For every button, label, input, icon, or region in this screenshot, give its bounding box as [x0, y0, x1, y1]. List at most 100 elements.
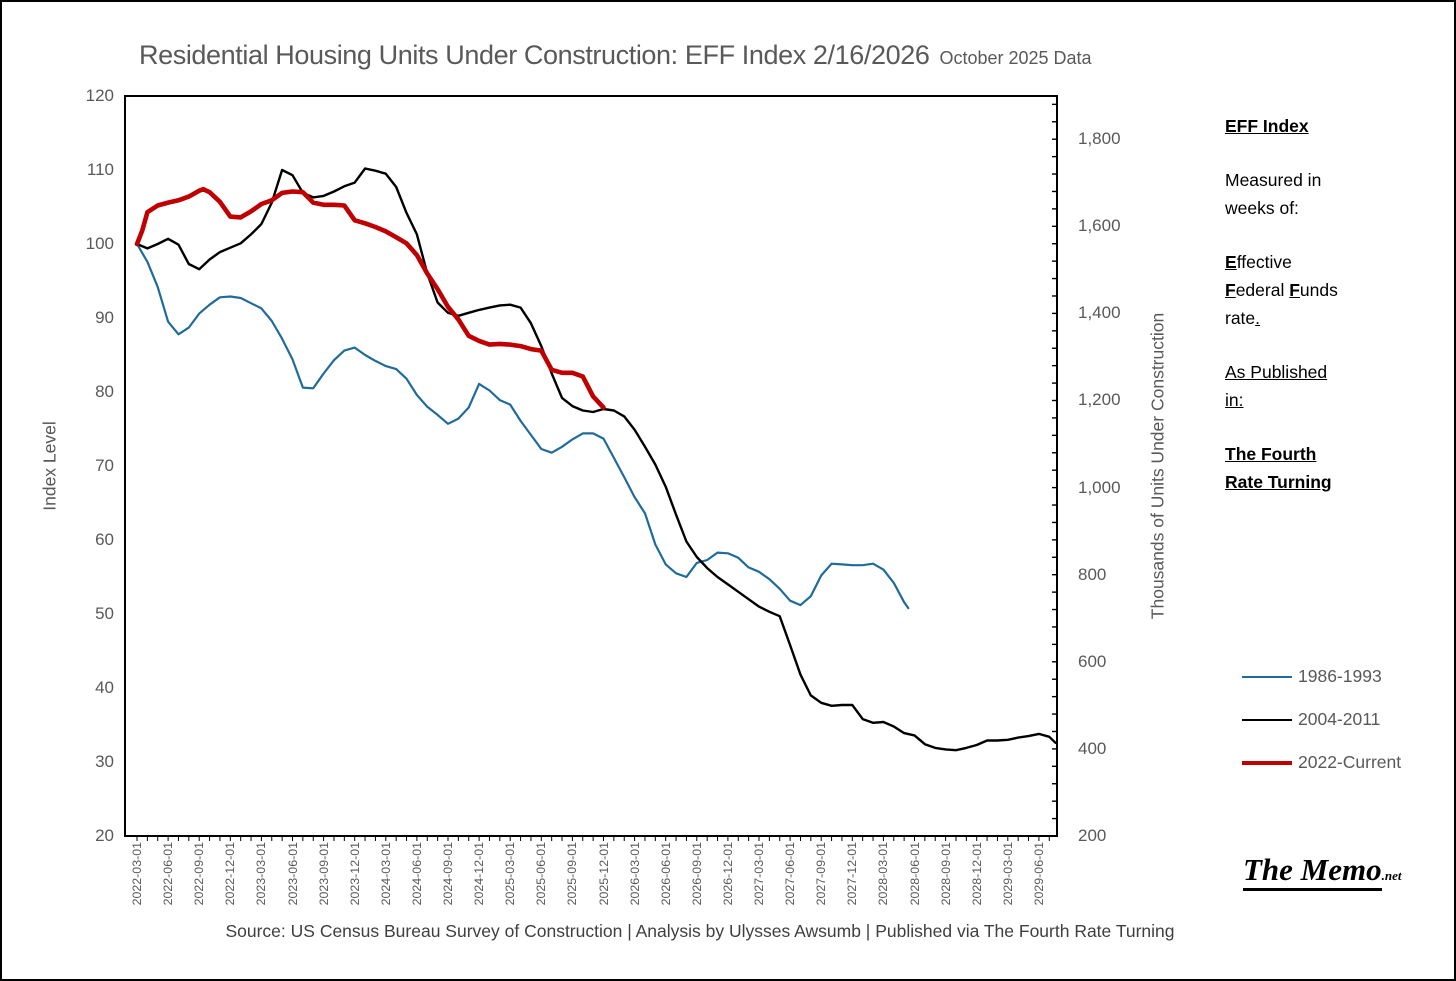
annotation-text: weeks of:: [1225, 198, 1299, 218]
annotation-block: EFF Index Measured in weeks of: Effective Fe…: [1225, 112, 1410, 496]
annotation-text: in:: [1225, 390, 1244, 410]
annotation-text: E: [1225, 252, 1237, 272]
annotation-text: Rate Turning: [1225, 472, 1332, 492]
annotation-text: rate: [1225, 308, 1256, 328]
x-axis-date-label: 2022-03-01: [130, 842, 144, 906]
left-axis-tick-label: 40: [95, 678, 114, 697]
right-axis-tick-label: 400: [1078, 738, 1107, 758]
the-memo-logo-suffix: .net: [1381, 868, 1402, 883]
x-axis-date-label: 2023-12-01: [347, 842, 362, 906]
annotation-line: in:: [1225, 386, 1410, 414]
left-axis-tick-label: 120: [85, 86, 114, 105]
annotation-text: .: [1255, 308, 1261, 328]
x-axis-date-label: 2028-09-01: [938, 842, 953, 906]
annotation-text: F: [1289, 280, 1300, 300]
left-axis-tick-label: 20: [95, 826, 114, 845]
x-axis-date-label: 2024-06-01: [409, 842, 424, 906]
x-axis-date-label: 2026-03-01: [627, 842, 642, 906]
x-axis-date-label: 2024-12-01: [472, 842, 487, 906]
x-axis-date-label: 2022-12-01: [223, 842, 238, 906]
legend-item-2004-2011: 2004-2011: [1242, 698, 1401, 741]
annotation-spacer: [1225, 332, 1410, 358]
x-axis-date-label: 2027-09-01: [814, 842, 829, 906]
left-axis-tick-label: 50: [95, 604, 114, 623]
annotation-text: The Fourth: [1225, 444, 1317, 464]
legend-label: 1986-1993: [1298, 666, 1382, 686]
x-axis-date-label: 2025-12-01: [596, 842, 611, 906]
x-axis-date-label: 2023-03-01: [254, 842, 269, 906]
left-axis-tick-label: 80: [95, 382, 114, 401]
annotation-text: Measured in: [1225, 170, 1322, 190]
legend-item-1986-1993: 1986-1993: [1242, 655, 1401, 698]
left-axis-tick-label: 90: [95, 308, 114, 327]
source-attribution: Source: US Census Bureau Survey of Const…: [225, 921, 1175, 941]
annotation-line: Federal Funds: [1225, 276, 1410, 304]
annotation-spacer: [1225, 140, 1410, 166]
x-axis-date-label: 2025-06-01: [534, 842, 549, 906]
x-axis-date-label: 2029-03-01: [1000, 842, 1015, 906]
chart-legend: 1986-1993 2004-2011 2022-Current: [1242, 655, 1401, 784]
annotation-line: Measured in: [1225, 166, 1410, 194]
right-axis-tick-label: 200: [1078, 826, 1107, 845]
series-line-2022-current: [134, 186, 606, 410]
right-axis-tick-label: 1,600: [1078, 216, 1121, 236]
annotation-spacer: [1225, 414, 1410, 440]
annotation-text: EFF Index: [1225, 116, 1309, 136]
annotation-text: ffective: [1236, 252, 1292, 272]
left-axis-tick-label: 30: [95, 752, 114, 771]
x-axis-date-label: 2026-09-01: [689, 842, 704, 906]
x-axis-date-label: 2028-06-01: [907, 842, 922, 906]
x-axis-date-label: 2024-09-01: [441, 842, 455, 906]
x-axis-date-label: 2029-06-01: [1031, 842, 1046, 906]
annotation-line: Effective: [1225, 248, 1410, 276]
series-line-2004-2011: [135, 167, 1057, 752]
x-axis-date-label: 2023-06-01: [285, 842, 300, 906]
x-axis-date-label: 2022-09-01: [192, 842, 207, 906]
chart-title-main: Residential Housing Units Under Construc…: [139, 40, 930, 70]
annotation-line: Rate Turning: [1225, 468, 1410, 496]
chart-title-sub: October 2025 Data: [939, 48, 1092, 68]
right-axis-tick-label: 1,200: [1078, 390, 1121, 410]
annotation-line: rate.: [1225, 304, 1410, 332]
x-axis-date-label: 2025-03-01: [503, 842, 518, 906]
x-axis-date-label: 2027-12-01: [845, 842, 860, 906]
x-axis-date-label: 2027-06-01: [783, 842, 798, 906]
left-axis-title: Index Level: [39, 421, 60, 511]
plot-border: [124, 95, 1058, 837]
chart-title: Residential Housing Units Under Construc…: [139, 40, 1092, 71]
the-memo-logo: The Memo.net: [1243, 852, 1402, 891]
x-axis-date-label: 2022-06-01: [161, 842, 176, 906]
annotation-line: As Published: [1225, 358, 1410, 386]
x-axis-date-label: 2028-03-01: [876, 842, 891, 906]
right-axis-tick-label: 800: [1078, 564, 1107, 584]
left-axis-tick-label: 60: [95, 530, 114, 549]
right-axis-tick-label: 1,000: [1078, 477, 1121, 497]
x-axis-date-label: 2028-12-01: [969, 842, 984, 906]
legend-line-swatch: [1242, 760, 1292, 765]
annotation-line: weeks of:: [1225, 194, 1410, 222]
x-axis-date-label: 2024-03-01: [378, 842, 393, 906]
annotation-line: EFF Index: [1225, 112, 1410, 140]
series-line-1986-1993: [135, 242, 910, 610]
right-axis-tick-label: 600: [1078, 651, 1107, 671]
right-axis-title: Thousands of Units Under Construction: [1147, 312, 1168, 620]
the-memo-logo-text: The Memo: [1243, 852, 1382, 891]
legend-label: 2022-Current: [1298, 752, 1402, 772]
right-axis-tick-label: 1,800: [1078, 129, 1121, 149]
legend-line-swatch: [1242, 675, 1292, 678]
x-axis-date-label: 2025-09-01: [565, 842, 580, 906]
left-axis-tick-label: 100: [85, 234, 114, 253]
legend-label: 2004-2011: [1298, 709, 1381, 729]
left-axis-tick-label: 70: [95, 456, 114, 475]
annotation-spacer: [1225, 222, 1410, 248]
annotation-text: ederal: [1235, 280, 1290, 300]
annotation-line: The Fourth: [1225, 440, 1410, 468]
left-axis-tick-label: 110: [86, 160, 114, 179]
right-axis-tick-label: 1,400: [1078, 303, 1121, 323]
legend-item-2022-current: 2022-Current: [1242, 741, 1401, 784]
x-axis-date-label: 2026-06-01: [658, 842, 673, 906]
annotation-text: unds: [1299, 280, 1338, 300]
x-axis-date-label: 2027-03-01: [752, 842, 766, 906]
